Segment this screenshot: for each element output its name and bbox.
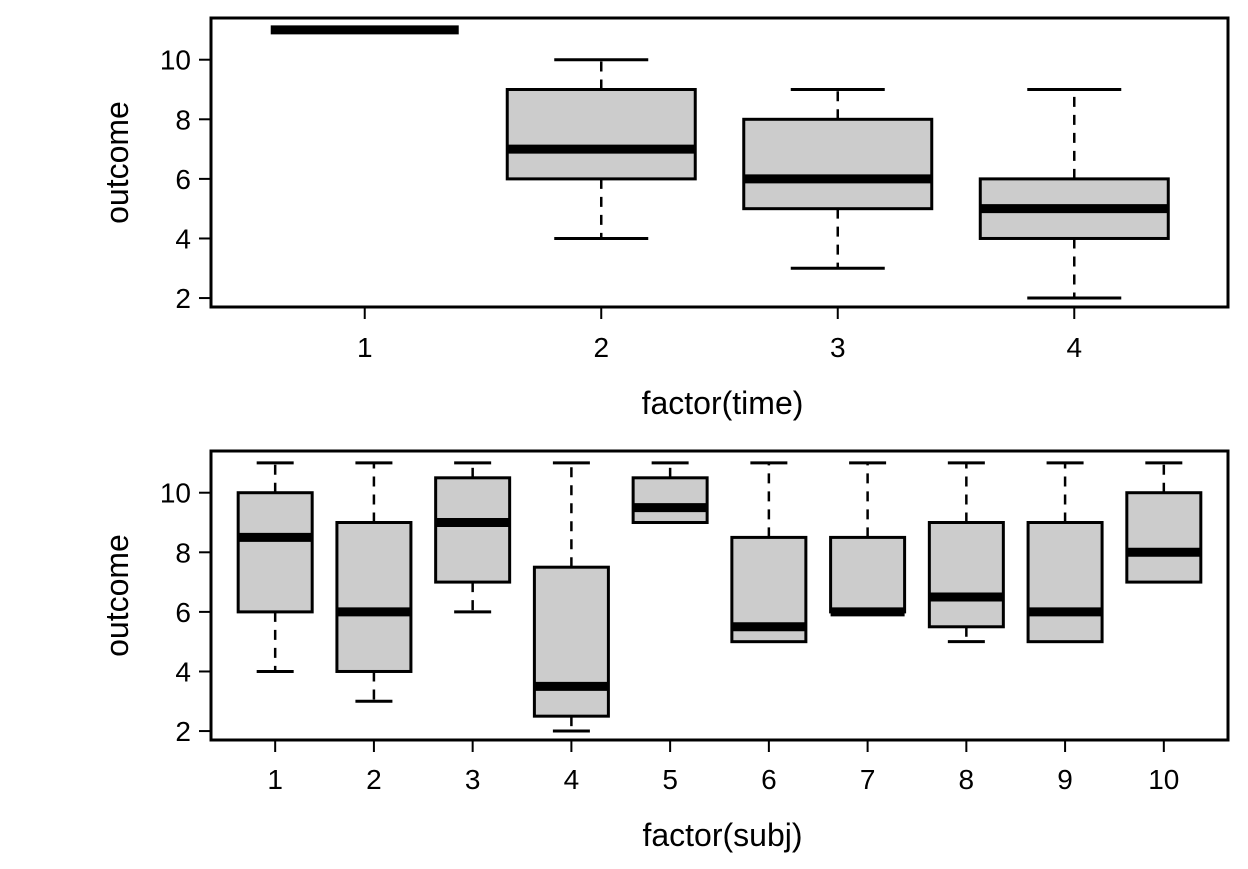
x-tick-label: 7 <box>860 764 876 795</box>
x-tick-label: 1 <box>357 332 373 363</box>
box-5 <box>631 461 709 525</box>
box-body <box>236 491 314 614</box>
x-tick-label: 2 <box>366 764 382 795</box>
box-3 <box>742 88 934 270</box>
box-6 <box>730 461 808 644</box>
y-tick-label: 8 <box>175 537 191 568</box>
x-tick-label: 10 <box>1148 764 1179 795</box>
y-tick-label: 10 <box>160 45 191 76</box>
x-tick-label: 6 <box>761 764 777 795</box>
box-body <box>434 476 512 584</box>
box-1 <box>236 461 314 673</box>
box-body <box>631 476 709 525</box>
y-tick-label: 4 <box>175 656 191 687</box>
box-10 <box>1125 461 1203 584</box>
box-9 <box>1026 461 1104 644</box>
x-tick-label: 3 <box>465 764 481 795</box>
y-tick-label: 2 <box>175 283 191 314</box>
y-axis-title: outcome <box>99 534 135 657</box>
y-tick-label: 6 <box>175 164 191 195</box>
box-4 <box>532 461 610 733</box>
y-axis-title: outcome <box>99 101 135 224</box>
x-axis-title: factor(time) <box>642 385 804 421</box>
box-body <box>829 535 907 614</box>
box-2 <box>505 58 697 240</box>
x-tick-label: 8 <box>959 764 975 795</box>
box-body <box>505 88 697 181</box>
box-body <box>1026 521 1104 644</box>
x-tick-label: 2 <box>593 332 609 363</box>
y-tick-label: 10 <box>160 478 191 509</box>
x-tick-label: 4 <box>564 764 580 795</box>
box-body <box>742 117 934 211</box>
x-tick-label: 5 <box>662 764 678 795</box>
box-body <box>532 565 610 718</box>
box-8 <box>927 461 1005 644</box>
box-2 <box>335 461 413 703</box>
x-tick-label: 4 <box>1066 332 1082 363</box>
y-tick-label: 4 <box>175 223 191 254</box>
x-tick-label: 1 <box>267 764 283 795</box>
x-tick-label: 9 <box>1057 764 1073 795</box>
x-axis-title: factor(subj) <box>642 817 802 853</box>
plot-frame <box>209 16 1230 309</box>
y-tick-label: 8 <box>175 104 191 135</box>
box-7 <box>829 461 907 617</box>
y-tick-label: 6 <box>175 597 191 628</box>
box-body <box>1125 491 1203 584</box>
plot-frame <box>209 449 1230 742</box>
y-tick-label: 2 <box>175 716 191 747</box>
box-4 <box>978 88 1170 300</box>
box-body <box>927 521 1005 629</box>
box-3 <box>434 461 512 614</box>
box-body <box>335 521 413 673</box>
x-tick-label: 3 <box>830 332 846 363</box>
